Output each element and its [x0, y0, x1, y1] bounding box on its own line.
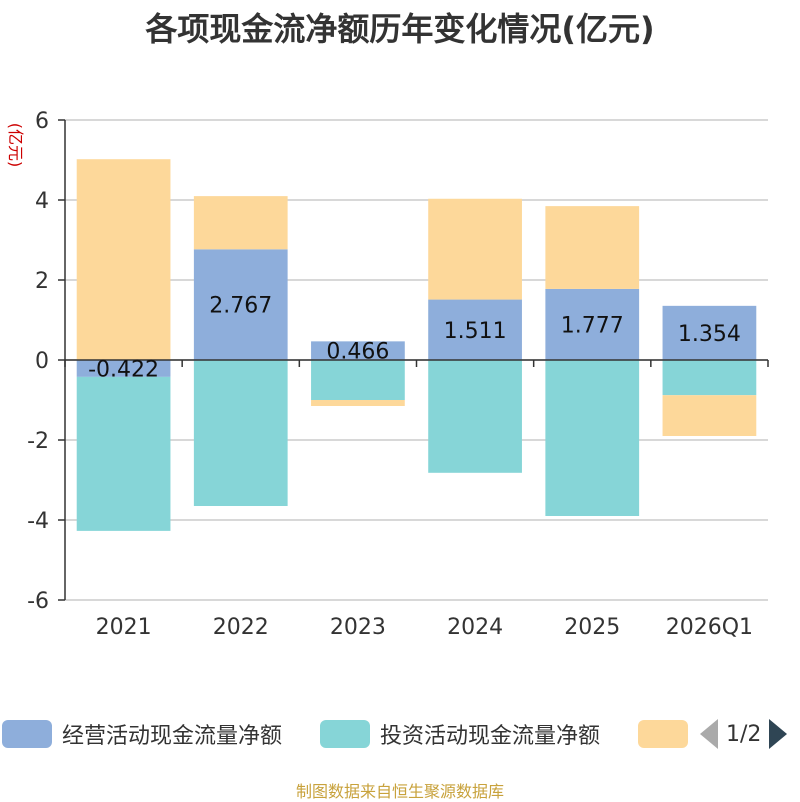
legend-item-investing[interactable]: 投资活动现金流量净额 — [320, 714, 600, 754]
legend-pager: 1/2 — [700, 714, 788, 754]
source-note: 制图数据来自恒生聚源数据库 — [295, 782, 504, 801]
chart-plot: 6 4 2 0 -2 -4 -6 2021 2022 2023 2024 2025 2026Q1 -0.… — [6, 109, 769, 640]
bar-series1-2021 — [76, 376, 171, 531]
legend-swatch-financing — [638, 720, 688, 748]
data-label-2026Q1: 1.354 — [678, 322, 741, 347]
x-tick-label: 2026Q1 — [666, 615, 753, 640]
legend-label-operating: 经营活动现金流量净额 — [62, 724, 283, 749]
triangle-right-icon[interactable] — [769, 719, 788, 749]
x-tick-label: 2022 — [213, 615, 269, 640]
y-tick-label: 6 — [35, 109, 49, 134]
x-tick-label: 2024 — [447, 615, 503, 640]
bar-series1-2022 — [193, 360, 288, 506]
bar-series2-2024 — [428, 198, 522, 300]
bar-series0-2024 — [428, 299, 522, 360]
y-tick-label: -4 — [27, 509, 49, 534]
bar-series0-2023 — [311, 341, 405, 360]
data-label-2021: -0.422 — [88, 357, 159, 382]
legend-swatch-investing — [320, 720, 370, 748]
x-tick-label: 2025 — [564, 615, 620, 640]
bar-series0-2025 — [545, 288, 640, 360]
y-tick-label: 4 — [35, 189, 49, 214]
data-label-2025: 1.777 — [561, 313, 624, 338]
legend-label-investing: 投资活动现金流量净额 — [380, 724, 601, 749]
bar-series2-2022 — [193, 196, 288, 250]
y-axis-label: (亿元) — [6, 123, 25, 168]
legend-item-financing[interactable] — [638, 714, 688, 754]
triangle-left-icon[interactable] — [700, 719, 718, 749]
bar-series2-2025 — [545, 206, 640, 289]
data-label-2024: 1.511 — [444, 319, 507, 344]
bar-series2-2021 — [76, 159, 171, 360]
bar-series0-2022 — [193, 249, 288, 360]
bar-series1-2026Q1 — [662, 360, 757, 396]
bar-series2-2023 — [311, 400, 405, 406]
bar-series1-2025 — [545, 360, 640, 516]
x-tick-label: 2023 — [330, 615, 386, 640]
bar-series1-2024 — [428, 360, 522, 473]
y-tick-label: 0 — [35, 349, 49, 374]
legend-item-operating[interactable]: 经营活动现金流量净额 — [2, 714, 282, 754]
chart-title: 各项现金流净额历年变化情况(亿元) — [145, 10, 655, 48]
y-tick-label: -2 — [27, 429, 49, 454]
bar-series0-2026Q1 — [662, 305, 757, 360]
bar-series0-2021 — [76, 360, 171, 377]
bar-series1-2023 — [311, 360, 405, 400]
y-tick-label: -6 — [27, 589, 49, 614]
bar-series2-2026Q1 — [662, 395, 757, 436]
data-label-2023: 0.466 — [326, 340, 389, 365]
data-label-2022: 2.767 — [209, 294, 272, 319]
x-tick-label: 2021 — [96, 615, 152, 640]
y-tick-label: 2 — [35, 269, 49, 294]
legend-page-indicator: 1/2 — [726, 721, 762, 747]
legend: 经营活动现金流量净额 投资活动现金流量净额 1/2 — [0, 714, 800, 754]
legend-swatch-operating — [2, 720, 52, 748]
